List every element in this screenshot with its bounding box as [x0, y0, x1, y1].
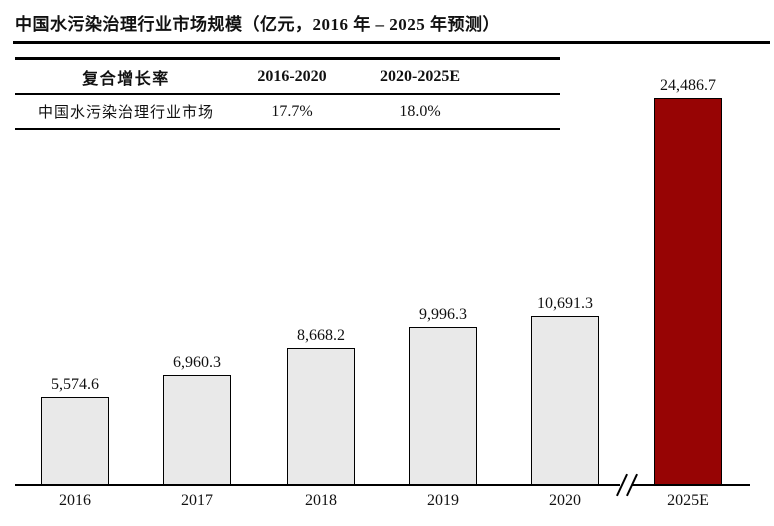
table-header-2020-2025e: 2020-2025E	[380, 67, 460, 85]
chart-title: 中国水污染治理行业市场规模（亿元，2016 年 – 2025 年预测）	[15, 15, 500, 34]
growth-table: 复合增长率 2016-2020 2020-2025E 中国水污染治理行业市场 1…	[15, 57, 560, 130]
bar-2017	[163, 375, 231, 485]
table-value-2020-2025e: 18.0%	[399, 102, 441, 120]
category-label-2018: 2018	[305, 492, 337, 509]
table-value-2016-2020: 17.7%	[271, 102, 313, 120]
category-label-2019: 2019	[427, 492, 459, 509]
x-axis	[15, 484, 750, 486]
bar-2020	[531, 316, 599, 485]
category-label-2017: 2017	[181, 492, 213, 509]
axis-break-gap	[620, 483, 632, 487]
bar-2018	[287, 348, 355, 485]
value-label-2025E: 24,486.7	[660, 77, 716, 94]
value-label-2020: 10,691.3	[537, 295, 593, 312]
category-label-2016: 2016	[59, 492, 91, 509]
bar-2016	[41, 397, 109, 485]
table-header-2016-2020: 2016-2020	[257, 67, 327, 85]
bar-2019	[409, 327, 477, 485]
growth-table-data-row: 中国水污染治理行业市场 17.7% 18.0%	[15, 95, 560, 128]
category-label-2025E: 2025E	[667, 492, 709, 509]
value-label-2017: 6,960.3	[173, 354, 221, 371]
value-label-2016: 5,574.6	[51, 376, 99, 393]
value-label-2019: 9,996.3	[419, 306, 467, 323]
growth-table-header-row: 复合增长率 2016-2020 2020-2025E	[15, 60, 560, 95]
table-header-cagr: 复合增长率	[82, 70, 170, 88]
table-row-label: 中国水污染治理行业市场	[37, 105, 214, 121]
bar-2025E	[654, 98, 722, 485]
title-rule	[13, 41, 770, 44]
category-label-2020: 2020	[549, 492, 581, 509]
value-label-2018: 8,668.2	[297, 327, 345, 344]
